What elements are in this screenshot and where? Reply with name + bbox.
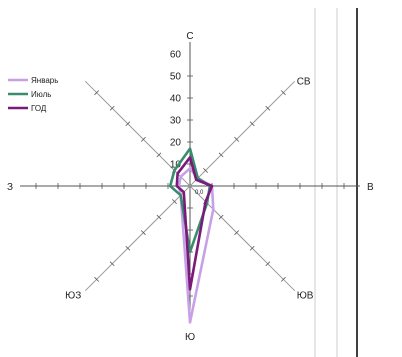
tick-mark [249, 121, 255, 127]
direction-label-5: ЮЗ [65, 291, 81, 302]
axis-diagonal-3 [84, 80, 191, 187]
series-polygons [168, 147, 215, 324]
tick-mark [203, 168, 208, 173]
tick-mark [234, 136, 240, 142]
legend: Январь Июль ГОД [8, 76, 58, 113]
axis-diagonal-2 [84, 185, 191, 292]
direction-label-0: С [186, 31, 193, 42]
tick-mark [109, 105, 115, 111]
tick-mark [280, 276, 286, 282]
r-tick-label-20: 20 [170, 138, 182, 149]
axis-diagonal-0 [189, 80, 296, 187]
direction-labels: 0,0 С СВ В ЮВ Ю ЮЗ З [7, 31, 374, 343]
r-tick-label-10: 10 [170, 160, 182, 171]
r-tick-label-30: 30 [170, 116, 182, 127]
direction-label-4: Ю [185, 332, 195, 343]
tick-mark [280, 90, 286, 96]
tick-mark [156, 214, 162, 220]
direction-label-6: З [7, 182, 13, 193]
tick-mark [109, 261, 115, 267]
tick-mark [125, 245, 131, 251]
legend-label-2: ГОД [31, 104, 47, 113]
r-axis-ticks: 10 20 30 40 50 60 [35, 50, 345, 297]
tick-mark [125, 121, 131, 127]
r-tick-label-40: 40 [170, 94, 182, 105]
tick-mark [234, 230, 240, 236]
tick-mark [140, 230, 146, 236]
direction-label-2: В [367, 182, 374, 193]
tick-mark [94, 90, 100, 96]
series-2-polygon [175, 156, 214, 291]
tick-mark [265, 261, 271, 267]
tick-mark [218, 152, 224, 158]
tick-mark [218, 214, 224, 220]
direction-label-3: ЮВ [297, 291, 314, 302]
tick-mark [249, 245, 255, 251]
tick-mark [265, 105, 271, 111]
tick-mark [172, 199, 177, 204]
tick-mark [140, 136, 146, 142]
r-tick-label-60: 60 [170, 50, 182, 61]
tick-mark [94, 276, 100, 282]
direction-label-1: СВ [297, 76, 311, 87]
r-tick-label-50: 50 [170, 72, 182, 83]
center-label: 0,0 [195, 190, 204, 196]
tick-mark [156, 152, 162, 158]
legend-label-1: Июль [31, 90, 51, 99]
legend-label-0: Январь [31, 76, 58, 85]
